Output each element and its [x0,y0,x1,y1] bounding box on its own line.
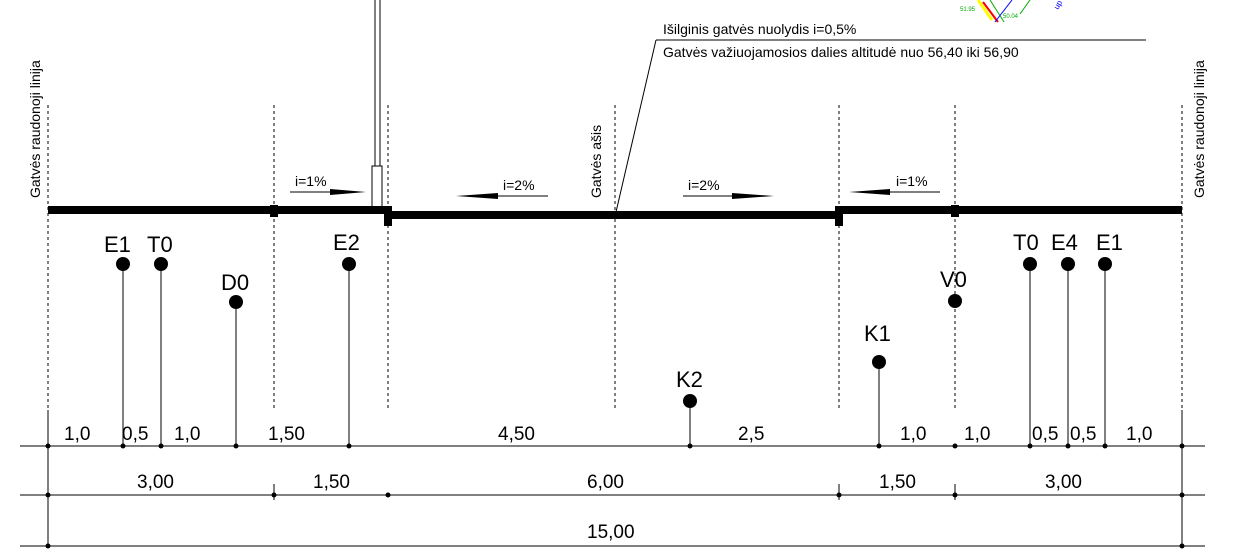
slope-label: i=2% [688,177,720,193]
slope-arrow-left-sidewalk: i=1% [290,173,366,195]
red-line-label-left: Gatvės raudonoji linija [27,60,43,198]
slope-arrow-left-road: i=2% [456,177,548,199]
utility-label: E1 [104,232,131,257]
dim-total-label: 15,00 [587,522,635,543]
longitudinal-slope-note: Išilginis gatvės nuolydis i=0,5% [663,21,856,37]
dim-label: 0,5 [1070,424,1096,445]
utility-label: E1 [1096,230,1123,255]
utility-k1: K1 [864,321,891,369]
utility-e1-right: E1 [1096,230,1123,271]
dim-label: 6,00 [587,472,624,493]
dimension-row-2: 3,00 1,50 6,00 1,50 3,00 [20,472,1205,500]
utility-label: K1 [864,321,891,346]
dim-label: 1,0 [900,424,926,445]
utility-d0: D0 [221,270,249,309]
reference-lines [47,105,1183,410]
street-lamp-pole [371,0,383,209]
slope-label: i=2% [503,177,535,193]
utility-e4: E4 [1051,230,1078,271]
slope-label: i=1% [295,173,327,189]
altitude-note: Gatvės važiuojamosios dalies altitudė nu… [663,44,1019,60]
inset-map: 51.95 50.04 up [960,0,1065,23]
utility-stems [122,264,1106,446]
red-line-label-right: Gatvės raudonoji linija [1191,60,1207,198]
utility-label: E2 [333,230,360,255]
dimension-total: 15,00 [20,522,1205,549]
street-axis-label: Gatvės ašis [588,125,604,198]
utility-label: E4 [1051,230,1078,255]
slope-arrow-right-road: i=2% [683,177,774,199]
annotation-leader: Išilginis gatvės nuolydis i=0,5% Gatvės … [615,21,1146,213]
utility-label: V0 [940,267,967,292]
dim-label: 3,00 [1045,472,1082,493]
utility-label: T0 [1013,230,1039,255]
dim-label: 1,50 [268,424,305,445]
map-label-a: 51.95 [960,7,976,13]
dim-label: 1,50 [313,472,350,493]
dim-label: 1,0 [64,424,90,445]
dim-label: 0,5 [122,424,148,445]
dimension-row-1: 1,0 0,5 1,0 1,50 4,50 2,5 1,0 1,0 0,5 0,… [20,410,1205,548]
slope-label: i=1% [896,173,928,189]
utility-e1-left: E1 [104,232,131,271]
utility-t0-left: T0 [147,232,173,271]
slope-arrow-right-sidewalk: i=1% [849,173,940,195]
dim-label: 3,00 [137,472,174,493]
utility-k2: K2 [676,367,703,408]
map-label-b: 50.04 [1003,14,1019,20]
dim-label: 1,0 [964,424,990,445]
dim-label: 0,5 [1032,424,1058,445]
map-label-c: up [1052,0,1065,11]
utility-e2: E2 [333,230,360,271]
utility-t0-right: T0 [1013,230,1039,271]
utility-label: D0 [221,270,249,295]
dim-label: 4,50 [498,424,535,445]
dim-label: 1,0 [174,424,200,445]
utility-label: K2 [676,367,703,392]
dim-label: 1,50 [879,472,916,493]
utility-label: T0 [147,232,173,257]
dim-label: 2,5 [738,424,764,445]
road-profile [48,205,1182,226]
dim-label: 1,0 [1126,424,1152,445]
utility-v0: V0 [940,267,967,308]
